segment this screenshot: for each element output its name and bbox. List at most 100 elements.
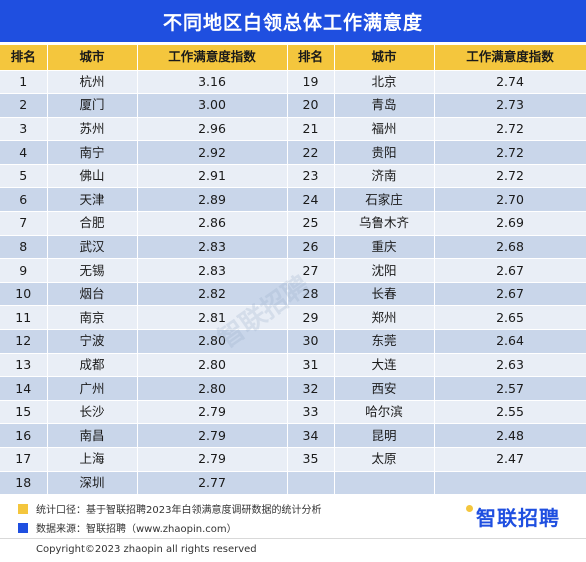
table-row: 18 深圳 2.77 — [0, 471, 586, 496]
table-row: 9 无锡 2.83 27 沈阳 2.67 — [0, 258, 586, 283]
left-index-cell: 2.79 — [137, 423, 288, 448]
satisfaction-table: 排名 城市 工作满意度指数 排名 城市 工作满意度指数 1 杭州 3.16 19 北京 2… — [0, 45, 586, 496]
left-index-cell: 2.81 — [137, 305, 288, 331]
right-rank-cell: 21 — [287, 117, 335, 142]
table-header-row: 排名 城市 工作满意度指数 排名 城市 工作满意度指数 — [0, 45, 586, 71]
left-city-cell: 广州 — [47, 376, 138, 401]
logo-dot-icon — [466, 504, 473, 512]
table-row: 16 南昌 2.79 34 昆明 2.48 — [0, 423, 586, 448]
left-rank-cell: 1 — [0, 70, 48, 95]
right-city-cell: 西安 — [334, 376, 435, 401]
table-row: 1 杭州 3.16 19 北京 2.74 — [0, 70, 586, 95]
copyright: Copyright©2023 zhaopin all rights reserv… — [36, 544, 257, 555]
right-index-cell: 2.72 — [434, 164, 586, 189]
right-rank-cell: 35 — [287, 447, 335, 472]
left-index-cell: 3.16 — [137, 70, 288, 95]
brand-logo: 智联招聘 — [466, 500, 560, 532]
left-index-cell: 2.92 — [137, 140, 288, 165]
left-index-cell: 2.79 — [137, 400, 288, 425]
right-rank-cell: 22 — [287, 140, 335, 165]
left-city-cell: 长沙 — [47, 400, 138, 425]
right-rank-cell: 20 — [287, 93, 335, 118]
left-city-cell: 杭州 — [47, 70, 138, 95]
right-city-cell: 哈尔滨 — [334, 400, 435, 425]
left-rank-cell: 13 — [0, 353, 48, 378]
left-city-cell: 佛山 — [47, 164, 138, 189]
page-title: 不同地区白领总体工作满意度 — [0, 0, 586, 42]
left-rank-cell: 16 — [0, 423, 48, 448]
notes: 统计口径：基于智联招聘2023年白领满意度调研数据的统计分析 数据来源：智联招聘… — [18, 499, 458, 537]
right-index-cell: 2.65 — [434, 305, 586, 331]
right-index-cell: 2.48 — [434, 423, 586, 448]
left-rank-cell: 4 — [0, 140, 48, 165]
left-city-cell: 无锡 — [47, 258, 138, 283]
left-index-cell: 2.79 — [137, 447, 288, 472]
right-index-cell: 2.47 — [434, 447, 586, 472]
right-index-cell: 2.69 — [434, 211, 586, 236]
left-rank-cell: 14 — [0, 376, 48, 401]
right-city-cell: 长春 — [334, 282, 435, 307]
left-index-cell: 2.91 — [137, 164, 288, 189]
right-rank-cell: 24 — [287, 187, 335, 213]
right-index-cell: 2.67 — [434, 282, 586, 307]
left-city-cell: 南京 — [47, 305, 138, 331]
left-rank-cell: 7 — [0, 211, 48, 236]
left-rank-cell: 17 — [0, 447, 48, 472]
header-city-left: 城市 — [47, 45, 138, 71]
header-index-right: 工作满意度指数 — [434, 45, 586, 71]
right-index-cell: 2.55 — [434, 400, 586, 425]
right-city-cell: 北京 — [334, 70, 435, 95]
table-row: 5 佛山 2.91 23 济南 2.72 — [0, 164, 586, 189]
right-rank-cell: 25 — [287, 211, 335, 236]
left-rank-cell: 3 — [0, 117, 48, 142]
left-city-cell: 南昌 — [47, 423, 138, 448]
right-city-cell: 重庆 — [334, 235, 435, 260]
right-city-cell: 东莞 — [334, 329, 435, 354]
table-row: 15 长沙 2.79 33 哈尔滨 2.55 — [0, 400, 586, 425]
right-city-cell: 济南 — [334, 164, 435, 189]
table-row: 12 宁波 2.80 30 东莞 2.64 — [0, 329, 586, 354]
left-city-cell: 武汉 — [47, 235, 138, 260]
left-index-cell: 2.80 — [137, 329, 288, 354]
left-index-cell: 2.80 — [137, 376, 288, 401]
table-row: 2 厦门 3.00 20 青岛 2.73 — [0, 93, 586, 118]
left-rank-cell: 10 — [0, 282, 48, 307]
right-index-cell: 2.63 — [434, 353, 586, 378]
left-city-cell: 苏州 — [47, 117, 138, 142]
left-city-cell: 合肥 — [47, 211, 138, 236]
table-row: 8 武汉 2.83 26 重庆 2.68 — [0, 235, 586, 260]
right-city-cell: 沈阳 — [334, 258, 435, 283]
right-rank-cell: 32 — [287, 376, 335, 401]
brand-logo-text: 智联招聘 — [476, 505, 560, 530]
right-rank-cell: 33 — [287, 400, 335, 425]
left-index-cell: 2.83 — [137, 258, 288, 283]
right-index-cell: 2.72 — [434, 140, 586, 165]
right-city-cell: 昆明 — [334, 423, 435, 448]
header-rank-left: 排名 — [0, 45, 48, 71]
left-rank-cell: 15 — [0, 400, 48, 425]
left-index-cell: 2.82 — [137, 282, 288, 307]
right-index-cell: 2.70 — [434, 187, 586, 213]
left-index-cell: 2.89 — [137, 187, 288, 213]
right-rank-cell: 29 — [287, 305, 335, 331]
table-row: 3 苏州 2.96 21 福州 2.72 — [0, 117, 586, 142]
right-empty-cell — [434, 471, 586, 496]
left-city-cell: 烟台 — [47, 282, 138, 307]
right-rank-cell: 31 — [287, 353, 335, 378]
right-rank-cell: 26 — [287, 235, 335, 260]
right-index-cell: 2.73 — [434, 93, 586, 118]
left-rank-cell: 9 — [0, 258, 48, 283]
left-city-cell: 天津 — [47, 187, 138, 213]
right-index-cell: 2.64 — [434, 329, 586, 354]
left-city-cell: 宁波 — [47, 329, 138, 354]
right-rank-cell: 28 — [287, 282, 335, 307]
table-row: 7 合肥 2.86 25 乌鲁木齐 2.69 — [0, 211, 586, 236]
left-rank-cell: 18 — [0, 471, 48, 496]
left-city-cell: 深圳 — [47, 471, 138, 496]
table-row: 10 烟台 2.82 28 长春 2.67 — [0, 282, 586, 307]
left-city-cell: 上海 — [47, 447, 138, 472]
right-rank-cell: 30 — [287, 329, 335, 354]
right-city-cell: 太原 — [334, 447, 435, 472]
right-rank-cell: 34 — [287, 423, 335, 448]
left-city-cell: 厦门 — [47, 93, 138, 118]
